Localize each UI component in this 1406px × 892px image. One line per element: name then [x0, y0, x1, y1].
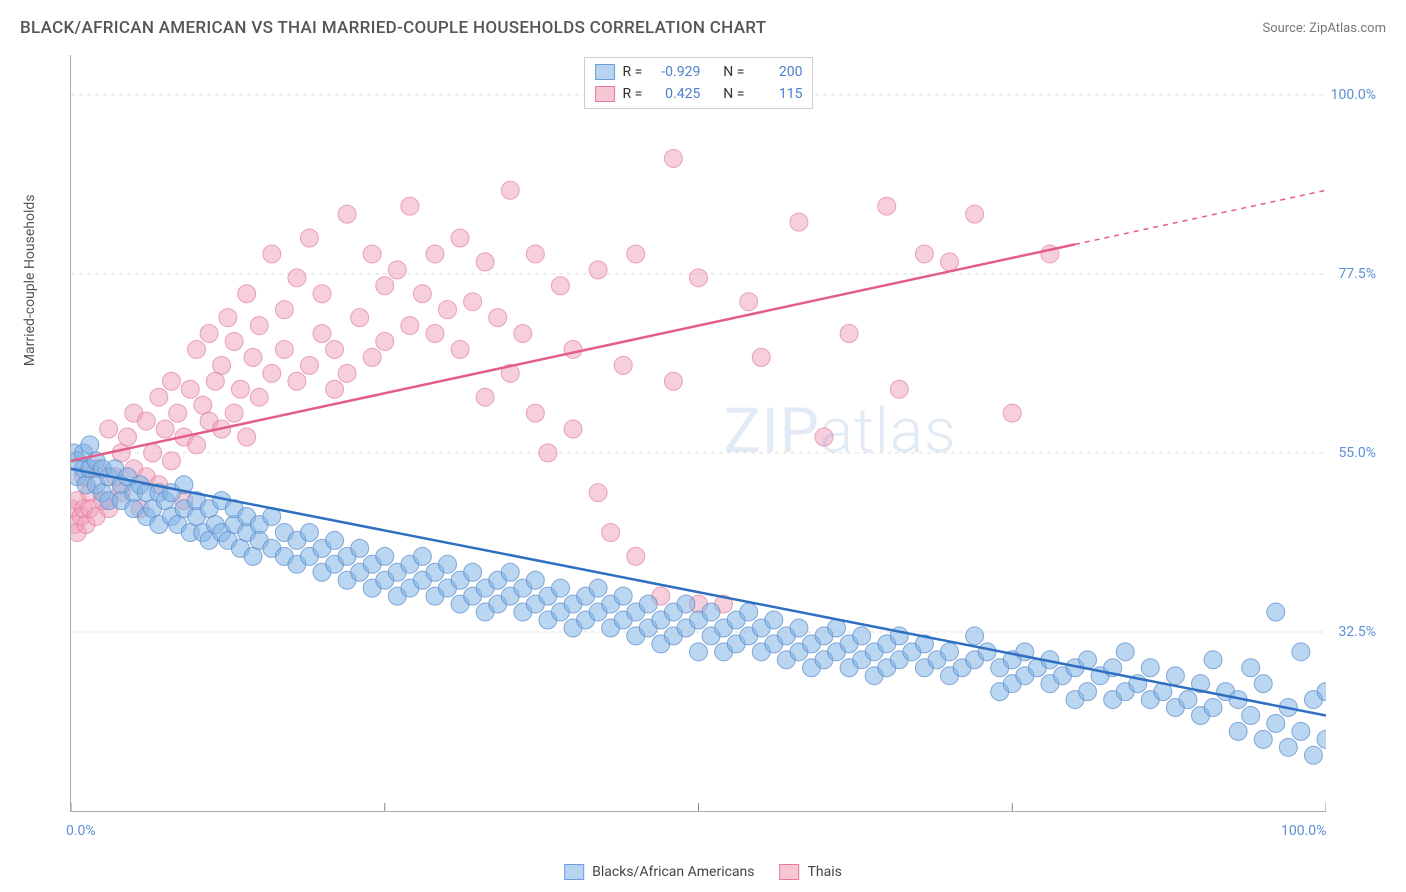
plot-area: ZIPatlas R = -0.929 N = 200 R = 0.425 N … [70, 55, 1326, 812]
legend-swatch [780, 864, 800, 880]
source-label: Source: ZipAtlas.com [1262, 21, 1386, 36]
legend-swatch [564, 864, 584, 880]
legend-swatch [595, 64, 615, 80]
stats-legend-row: R = -0.929 N = 200 [595, 61, 803, 83]
n-label: N = [723, 61, 744, 83]
y-tick-label: 55.0% [1338, 445, 1376, 461]
n-label: N = [723, 83, 744, 105]
series-legend-label: Thais [808, 864, 842, 880]
x-tick-label: 100.0% [1281, 823, 1326, 839]
series-legend: Blacks/African Americans Thais [564, 864, 842, 880]
r-label: R = [623, 83, 643, 105]
r-value: 0.425 [650, 83, 700, 105]
scatter-plot-svg [71, 55, 1326, 811]
chart-title: BLACK/AFRICAN AMERICAN VS THAI MARRIED-C… [20, 18, 766, 38]
y-axis-label: Married-couple Households [22, 194, 38, 366]
series-legend-item: Thais [780, 864, 842, 880]
y-tick-label: 32.5% [1338, 624, 1376, 640]
x-tick-label: 0.0% [66, 823, 96, 839]
r-value: -0.929 [650, 61, 700, 83]
y-tick-label: 77.5% [1338, 266, 1376, 282]
stats-legend: R = -0.929 N = 200 R = 0.425 N = 115 [584, 57, 814, 109]
stats-legend-row: R = 0.425 N = 115 [595, 83, 803, 105]
y-tick-label: 100.0% [1331, 87, 1376, 103]
n-value: 115 [752, 83, 802, 105]
legend-swatch [595, 86, 615, 102]
chart-container: Married-couple Households ZIPatlas R = -… [50, 55, 1376, 832]
series-legend-label: Blacks/African Americans [592, 864, 754, 880]
n-value: 200 [752, 61, 802, 83]
series-legend-item: Blacks/African Americans [564, 864, 754, 880]
r-label: R = [623, 61, 643, 83]
